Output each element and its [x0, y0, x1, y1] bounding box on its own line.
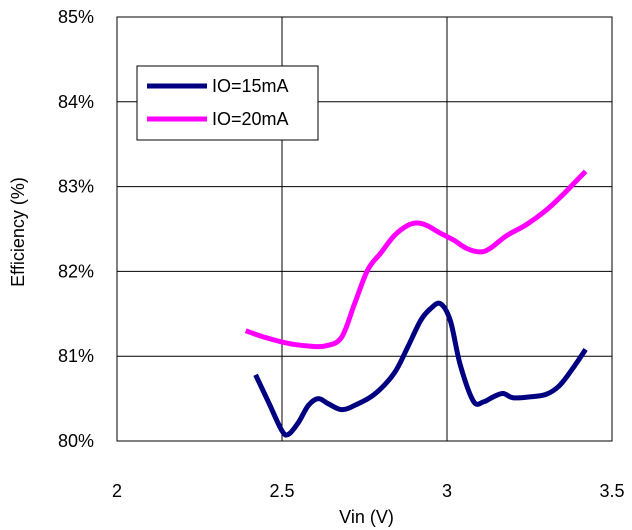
x-tick-label: 3.5: [599, 481, 624, 501]
plot-area-border: [116, 16, 613, 442]
y-tick-label: 82%: [58, 261, 94, 281]
x-tick-label: 2.5: [269, 481, 294, 501]
y-tick-label: 80%: [58, 431, 94, 451]
legend: IO=15mA IO=20mA: [136, 65, 319, 141]
y-tick-label: 83%: [58, 177, 94, 197]
x-tick-label: 2: [112, 481, 122, 501]
legend-label-io-20ma: IO=20mA: [212, 109, 289, 129]
series-line-io-15ma: [253, 300, 588, 438]
x-axis-label: Vin (V): [339, 507, 394, 527]
legend-label-io-15ma: IO=15mA: [212, 76, 289, 96]
y-tick-label: 85%: [58, 7, 94, 27]
series-group: [244, 169, 588, 438]
series-line-io-20ma: [244, 169, 588, 350]
x-tick-label: 3: [442, 481, 452, 501]
y-tick-label: 81%: [58, 346, 94, 366]
y-tick-labels: 80% 81% 82% 83% 84% 85%: [58, 7, 94, 451]
y-tick-label: 84%: [58, 92, 94, 112]
legend-box: [136, 65, 319, 141]
x-tick-labels: 2 2.5 3 3.5: [112, 481, 625, 501]
y-axis-label: Efficiency (%): [8, 177, 28, 287]
